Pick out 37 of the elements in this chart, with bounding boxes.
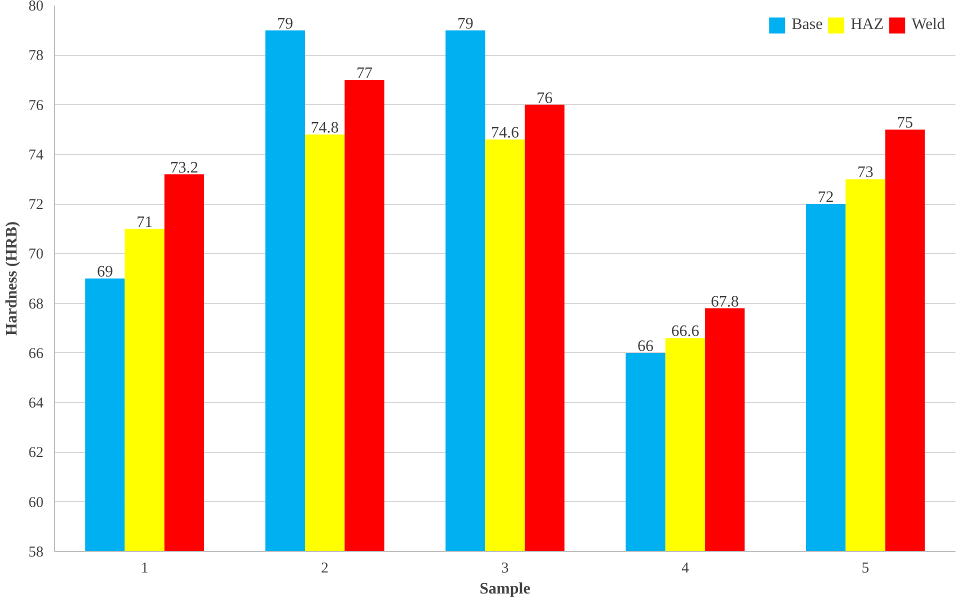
x-tick-label: 2 bbox=[321, 560, 329, 576]
y-tick-label: 76 bbox=[28, 98, 44, 114]
y-tick-label: 66 bbox=[28, 346, 44, 362]
y-tick-label: 74 bbox=[28, 147, 44, 164]
y-tick-label: 58 bbox=[28, 544, 44, 560]
data-label: 73 bbox=[857, 164, 874, 182]
y-tick-label: 72 bbox=[28, 197, 44, 214]
y-tick-label: 60 bbox=[28, 494, 44, 511]
data-label: 69 bbox=[96, 264, 113, 280]
x-tick-label: 5 bbox=[862, 560, 870, 576]
data-label: 74.8 bbox=[310, 120, 339, 137]
y-tick-label: 80 bbox=[28, 0, 44, 14]
data-label: 74.6 bbox=[491, 124, 519, 142]
y-tick-label: 78 bbox=[28, 48, 44, 64]
data-label: 72 bbox=[818, 189, 834, 206]
x-tick-label: 3 bbox=[501, 560, 509, 576]
legend-label: Base bbox=[792, 16, 823, 34]
data-label: 77 bbox=[356, 64, 372, 82]
data-label: 66 bbox=[638, 338, 654, 355]
legend-label: Weld bbox=[912, 16, 945, 34]
data-label: 71 bbox=[136, 214, 153, 231]
x-tick-label: 1 bbox=[140, 560, 148, 576]
y-axis-title: Hardness (HRB) bbox=[4, 221, 20, 336]
legend-label: HAZ bbox=[850, 16, 884, 34]
data-label: 73.2 bbox=[170, 159, 198, 176]
y-tick-label: 68 bbox=[28, 296, 44, 312]
data-label: 79 bbox=[457, 15, 474, 32]
y-tick-label: 70 bbox=[28, 246, 44, 263]
data-label: 67.8 bbox=[710, 293, 739, 310]
data-label: 76 bbox=[536, 90, 553, 107]
y-tick-label: 64 bbox=[28, 396, 44, 412]
data-label: 79 bbox=[277, 15, 294, 32]
data-label: 66.6 bbox=[671, 323, 700, 340]
x-tick-label: 4 bbox=[681, 560, 690, 576]
data-label: 75 bbox=[897, 114, 914, 132]
y-tick-label: 62 bbox=[28, 445, 44, 462]
x-axis-title: Sample bbox=[480, 580, 530, 598]
